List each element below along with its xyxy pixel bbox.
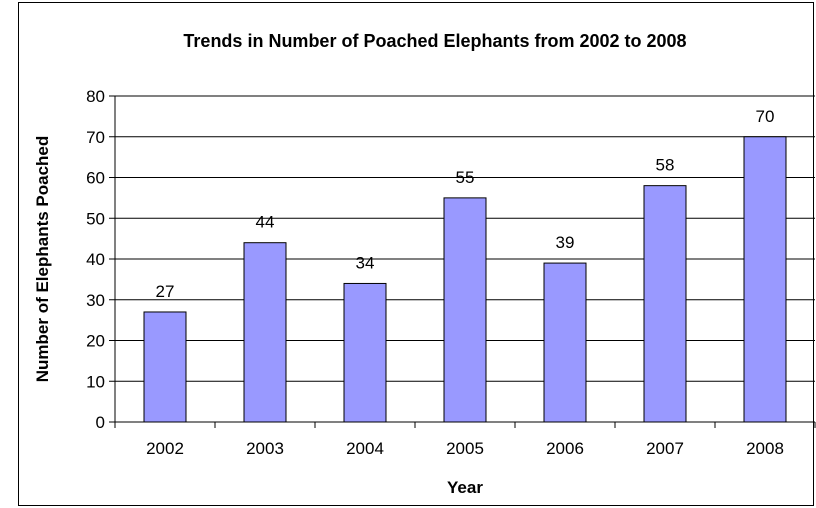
- bar-2003: [243, 242, 287, 423]
- bar-2008: [743, 136, 787, 423]
- x-axis-title: Year: [447, 478, 483, 497]
- y-tick-label: 60: [86, 169, 105, 188]
- y-tick-label: 80: [86, 87, 105, 106]
- y-tick-label: 40: [86, 250, 105, 269]
- x-tick-label: 2003: [246, 439, 284, 458]
- data-label-2008: 70: [756, 107, 775, 126]
- y-tick-label: 0: [96, 413, 105, 432]
- x-tick-label: 2002: [146, 439, 184, 458]
- axes: [114, 96, 815, 423]
- data-label-2006: 39: [556, 233, 575, 252]
- y-tick-label: 30: [86, 291, 105, 310]
- bars: [143, 136, 787, 423]
- bar-2005: [443, 197, 487, 423]
- x-tick-label: 2006: [546, 439, 584, 458]
- y-tick-label: 70: [86, 128, 105, 147]
- y-tick-label: 50: [86, 209, 105, 228]
- x-tick-label: 2005: [446, 439, 484, 458]
- data-labels: 27 44 34 55 39 58 70: [156, 107, 775, 301]
- bar-2002: [143, 311, 187, 423]
- data-label-2002: 27: [156, 282, 175, 301]
- bar-2007: [643, 185, 687, 423]
- bar-2006: [543, 262, 587, 423]
- data-label-2004: 34: [356, 253, 375, 272]
- y-axis-ticks: 0 10 20 30 40 50 60 70 80: [86, 87, 115, 432]
- x-tick-label: 2004: [346, 439, 384, 458]
- y-tick-label: 20: [86, 332, 105, 351]
- bar-2004: [343, 282, 387, 423]
- x-tick-label: 2008: [746, 439, 784, 458]
- data-label-2007: 58: [656, 156, 675, 175]
- chart-title: Trends in Number of Poached Elephants fr…: [183, 31, 686, 51]
- y-tick-label: 10: [86, 372, 105, 391]
- data-label-2003: 44: [256, 213, 275, 232]
- data-label-2005: 55: [456, 168, 475, 187]
- x-axis-ticks: 2002 2003 2004 2005 2006 2007 2008: [114, 422, 816, 458]
- y-axis-title: Number of Elephants Poached: [33, 136, 52, 383]
- x-tick-label: 2007: [646, 439, 684, 458]
